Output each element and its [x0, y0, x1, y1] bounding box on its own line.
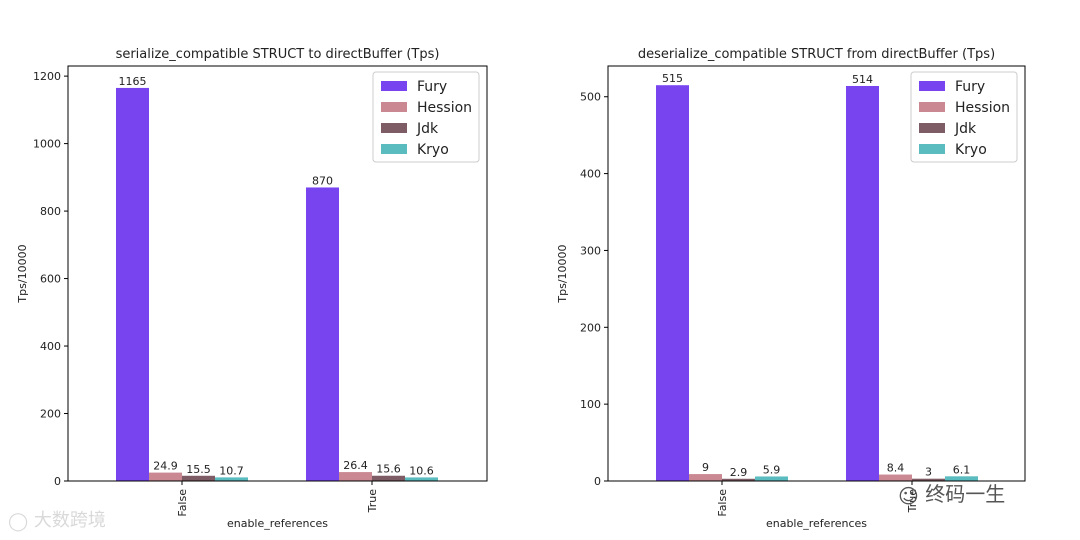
deserialize-legend-box — [910, 71, 1018, 163]
deserialize-legend-swatch-jdk — [919, 123, 945, 133]
serialize-bar-label-jdk-false: 15.5 — [186, 463, 211, 476]
deserialize-x-axis-label: enable_references — [766, 517, 867, 530]
deserialize-x-tick-label-false: False — [716, 489, 729, 517]
serialize-bar-label-hession-false: 24.9 — [153, 460, 178, 473]
watermark-right: ☺ 终码一生 — [898, 478, 1005, 508]
deserialize-bar-label-kryo-false: 5.9 — [763, 463, 781, 476]
serialize-x-axis-label: enable_references — [227, 517, 328, 530]
wechat-logo-icon: ☺ — [898, 483, 919, 508]
watermark-left: ◯ 大数跨境 — [8, 506, 106, 532]
serialize-bar-kryo-false — [215, 477, 248, 481]
deserialize-bar-label-jdk-true: 3 — [925, 466, 932, 479]
serialize-bar-label-kryo-true: 10.6 — [409, 464, 434, 477]
serialize-bar-label-fury-false: 1165 — [119, 75, 147, 88]
deserialize-y-tick-label: 500 — [580, 91, 601, 104]
serialize-x-tick-label-true: True — [366, 489, 379, 514]
serialize-y-tick-label: 800 — [40, 205, 61, 218]
serialize-legend-swatch-hession — [381, 102, 407, 112]
deserialize-bar-label-jdk-false: 2.9 — [730, 466, 748, 479]
serialize-bar-hession-true — [339, 472, 372, 481]
serialize-legend-swatch-fury — [381, 81, 407, 91]
serialize-bar-fury-true — [306, 187, 339, 481]
serialize-legend-swatch-kryo — [381, 144, 407, 154]
weibo-logo-icon: ◯ — [8, 510, 29, 532]
serialize-bar-label-kryo-false: 10.7 — [219, 464, 244, 477]
deserialize-plot-frame — [607, 65, 1026, 482]
deserialize-bar-kryo-true — [945, 476, 978, 481]
deserialize-y-tick-label: 200 — [580, 321, 601, 334]
deserialize-legend-swatch-kryo — [919, 144, 945, 154]
deserialize-legend-swatch-fury — [919, 81, 945, 91]
deserialize-y-axis-label: Tps/10000 — [556, 244, 569, 303]
deserialize-bar-fury-false — [656, 85, 689, 482]
serialize-plot-frame — [67, 65, 488, 482]
deserialize-chart-title: deserialize_compatible STRUCT from direc… — [638, 47, 995, 62]
deserialize-legend-label-hession: Hession — [955, 100, 1010, 116]
serialize-bar-kryo-true — [405, 477, 438, 481]
deserialize-bar-label-hession-true: 8.4 — [887, 462, 905, 475]
serialize-y-tick-label: 400 — [40, 340, 61, 353]
deserialize-bar-label-fury-true: 514 — [852, 73, 873, 86]
deserialize-bar-jdk-true — [912, 478, 945, 481]
serialize-bar-label-hession-true: 26.4 — [343, 459, 368, 472]
deserialize-legend-label-fury: Fury — [955, 79, 985, 95]
deserialize-bar-kryo-false — [755, 476, 788, 481]
deserialize-y-tick-label: 400 — [580, 168, 601, 181]
deserialize-bar-label-fury-false: 515 — [662, 72, 683, 85]
serialize-y-axis-label: Tps/10000 — [16, 244, 29, 303]
deserialize-legend-swatch-hession — [919, 102, 945, 112]
serialize-y-tick-label: 200 — [40, 408, 61, 421]
deserialize-x-tick-label-true: True — [906, 489, 919, 514]
deserialize-y-tick-label: 0 — [594, 475, 601, 488]
deserialize-bar-label-kryo-true: 6.1 — [953, 463, 971, 476]
deserialize-bar-hession-true — [879, 474, 912, 481]
serialize-legend-label-jdk: Jdk — [416, 121, 439, 137]
serialize-bar-fury-false — [116, 87, 149, 481]
watermark-left-text: 大数跨境 — [33, 510, 106, 531]
serialize-legend-label-hession: Hession — [417, 100, 472, 116]
deserialize-bar-fury-true — [846, 85, 879, 482]
deserialize-bar-jdk-false — [722, 478, 755, 481]
serialize-bar-label-fury-true: 870 — [312, 174, 333, 187]
serialize-bar-label-jdk-true: 15.6 — [376, 463, 401, 476]
deserialize-bar-hession-false — [689, 474, 722, 481]
serialize-y-tick-label: 1200 — [33, 70, 61, 83]
deserialize-legend-label-jdk: Jdk — [954, 121, 977, 137]
serialize-legend-box — [372, 71, 480, 163]
serialize-y-tick-label: 1000 — [33, 138, 61, 151]
deserialize-legend-label-kryo: Kryo — [955, 142, 987, 158]
deserialize-bar-label-hession-false: 9 — [702, 461, 709, 474]
serialize-legend-label-fury: Fury — [417, 79, 447, 95]
deserialize-y-tick-label: 300 — [580, 244, 601, 257]
serialize-x-tick-label-false: False — [176, 489, 189, 517]
serialize-y-tick-label: 0 — [54, 475, 61, 488]
deserialize-y-tick-label: 100 — [580, 398, 601, 411]
serialize-y-tick-label: 600 — [40, 273, 61, 286]
serialize-legend-swatch-jdk — [381, 123, 407, 133]
serialize-bar-jdk-false — [182, 475, 215, 481]
watermark-right-text: 终码一生 — [925, 482, 1006, 506]
serialize-chart-title: serialize_compatible STRUCT to directBuf… — [116, 47, 440, 62]
serialize-bar-hession-false — [149, 472, 182, 481]
serialize-bar-jdk-true — [372, 475, 405, 481]
serialize-legend-label-kryo: Kryo — [417, 142, 449, 158]
